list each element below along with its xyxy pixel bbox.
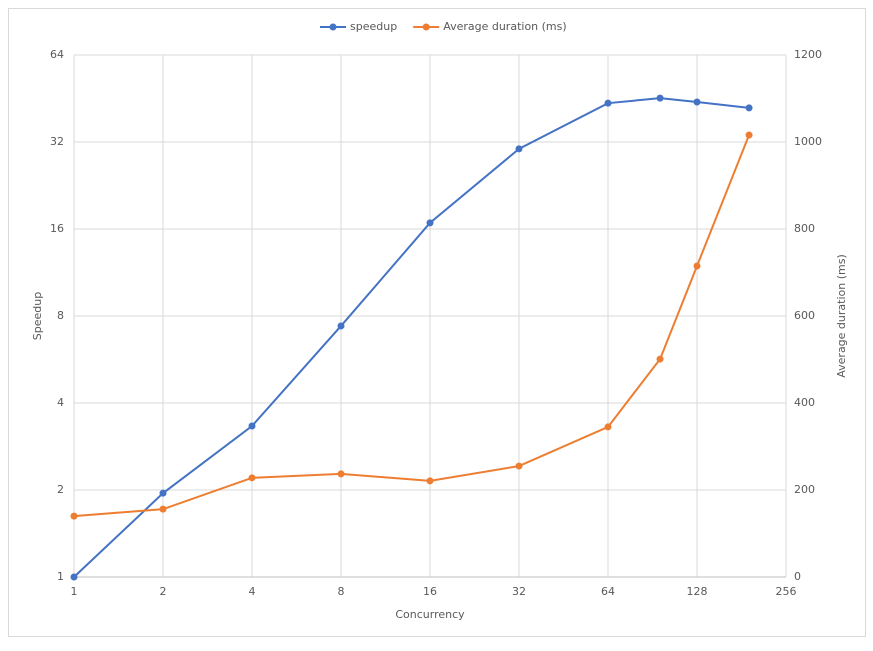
x-tick-label: 32 [512,585,526,598]
data-point [745,104,753,112]
y-axis-title: Speedup [31,292,44,340]
x-tick-label: 1 [71,585,78,598]
legend-marker [422,23,430,31]
x-tick-label: 4 [249,585,256,598]
y-tick-label: 4 [57,396,64,409]
y-tick-label: 1 [57,570,64,583]
data-point [337,322,345,330]
x-tick-label: 64 [601,585,615,598]
y2-tick-label: 600 [794,309,815,322]
legend-label: Average duration (ms) [443,20,566,33]
data-point [70,573,78,581]
series-line [73,134,750,518]
data-point [426,477,434,485]
y2-tick-label: 200 [794,483,815,496]
x-tick-label: 128 [687,585,708,598]
data-point [656,355,664,363]
y-tick-label: 64 [50,48,64,61]
data-point [70,512,78,520]
legend-marker [329,23,337,31]
y2-tick-label: 400 [794,396,815,409]
y-tick-label: 16 [50,222,64,235]
data-point [159,505,167,513]
data-point [656,94,664,102]
y2-tick-label: 1200 [794,48,822,61]
data-point [515,462,523,470]
x-tick-label: 8 [338,585,345,598]
data-point [159,489,167,497]
chart-border [8,8,866,637]
x-tick-label: 16 [423,585,437,598]
y2-tick-label: 0 [794,570,801,583]
data-point [693,262,701,270]
y2-tick-label: 800 [794,222,815,235]
y-tick-label: 2 [57,483,64,496]
data-point [604,99,612,107]
data-point [515,145,523,153]
data-point [248,474,256,482]
data-point [745,131,753,139]
y2-axis-title: Average duration (ms) [835,254,848,377]
y-tick-label: 8 [57,309,64,322]
data-point [426,219,434,227]
legend-label: speedup [350,20,397,33]
series-line [73,97,750,578]
x-axis-title: Concurrency [395,608,465,621]
y-tick-label: 32 [50,135,64,148]
data-point [604,423,612,431]
data-point [337,470,345,478]
x-tick-label: 2 [160,585,167,598]
data-point [693,98,701,106]
x-tick-label: 256 [776,585,797,598]
y2-tick-label: 1000 [794,135,822,148]
data-point [248,422,256,430]
